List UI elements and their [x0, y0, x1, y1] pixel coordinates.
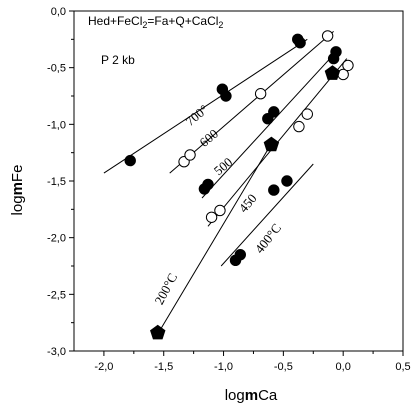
ylabel-part: log	[9, 195, 26, 215]
x-tick-label: 0,5	[395, 361, 410, 373]
x-tick-label: -1,0	[214, 361, 233, 373]
title-sub: 2	[218, 20, 223, 30]
data-point-open	[301, 108, 313, 120]
data-point-open	[214, 204, 226, 217]
markers	[124, 30, 354, 340]
chart-title: Hed+FeCl2=Fa+Q+CaCl2	[88, 14, 223, 30]
y-tick-label: -1,0	[47, 119, 66, 131]
data-point-open	[342, 59, 354, 72]
isotherm-line	[201, 50, 338, 199]
title-part: Hed+FeCl	[88, 14, 142, 28]
data-point-filled	[202, 178, 214, 191]
isotherm-label: 400°C	[252, 221, 284, 257]
data-point-filled	[124, 154, 136, 167]
x-tick-label: -2,0	[94, 361, 113, 373]
data-point-open	[184, 149, 196, 161]
isotherm-line	[220, 163, 314, 267]
data-point-filled	[327, 52, 340, 65]
y-tick-label: 0,0	[51, 6, 66, 18]
data-point-pentagon	[263, 136, 280, 152]
data-point-pentagon	[150, 324, 166, 340]
data-point-open	[254, 88, 267, 100]
data-point-open	[293, 120, 305, 133]
x-tick-label: 0,0	[336, 361, 351, 373]
ylabel-bold: m	[9, 182, 26, 195]
x-axis: -2,0 -1,5 -1,0 -0,5 0,0 0,5	[94, 351, 411, 373]
x-tick-label: -1,5	[154, 361, 173, 373]
xlabel-part: log	[225, 387, 245, 404]
isotherm-label: 200°C	[151, 271, 180, 308]
y-tick-label: -1,5	[47, 176, 66, 188]
chart-subtitle: P 2 kb	[101, 53, 135, 67]
isotherm-line	[169, 31, 334, 174]
data-point-filled	[281, 175, 293, 187]
data-point-filled	[294, 37, 306, 49]
data-point-pentagon	[324, 65, 341, 80]
title-part: =Fa+Q+CaCl	[147, 14, 218, 28]
data-point-filled	[268, 184, 280, 196]
isotherm-line	[157, 143, 272, 335]
data-point-open	[205, 211, 218, 223]
x-axis-title: logmCa	[225, 387, 278, 404]
isotherm-label: 500	[211, 154, 236, 178]
xlabel-bold: m	[245, 387, 258, 404]
x-tick-label: -0,5	[274, 361, 293, 373]
y-tick-label: -2,5	[47, 289, 66, 301]
data-point-filled	[234, 248, 246, 261]
data-point-filled	[220, 90, 232, 102]
y-tick-label: -0,5	[47, 63, 66, 75]
ylabel-part: Fe	[9, 165, 26, 183]
title-sub: 2	[142, 20, 147, 30]
isotherm-label: 450	[236, 191, 260, 216]
y-tick-label: -3,0	[47, 346, 66, 358]
y-axis: 0,0 -0,5 -1,0 -1,5 -2,0 -2,5 -3,0	[47, 6, 74, 358]
isotherm-line	[103, 38, 308, 174]
data-point-open	[321, 30, 334, 42]
data-point-filled	[268, 106, 280, 118]
isotherm-lines	[103, 31, 348, 335]
y-axis-title: logmFe	[9, 165, 26, 216]
xlabel-part: Ca	[258, 387, 278, 404]
y-tick-label: -2,0	[47, 233, 66, 245]
